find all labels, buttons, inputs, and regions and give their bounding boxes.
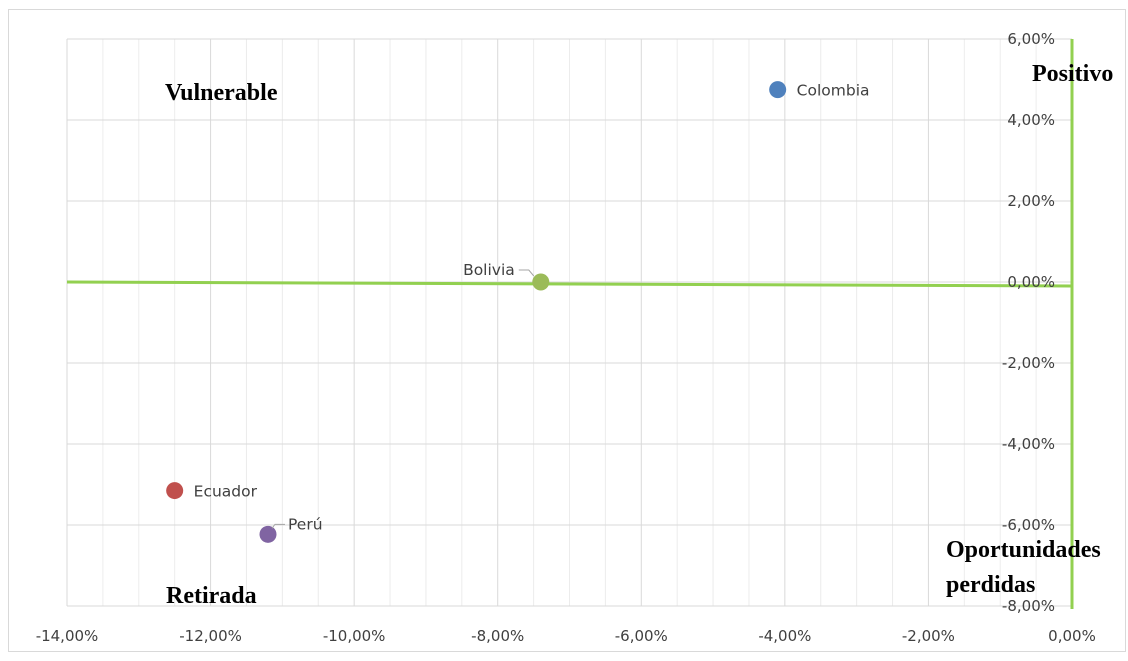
- annotation-oportunidades-line2: perdidas: [946, 572, 1035, 598]
- x-tick-label: -4,00%: [758, 627, 811, 645]
- x-tick-label: -2,00%: [902, 627, 955, 645]
- y-tick-label: -2,00%: [1002, 354, 1055, 372]
- point-label-colombia: Colombia: [797, 82, 870, 100]
- x-tick-label: -12,00%: [179, 627, 242, 645]
- x-tick-label: -6,00%: [615, 627, 668, 645]
- reference-line-horizontal: [66, 280, 1073, 288]
- leader-line-bolivia: [518, 269, 535, 277]
- point-bolivia: [532, 273, 550, 291]
- annotation-positivo: Positivo: [1032, 61, 1113, 87]
- point-label-ecuador: Ecuador: [194, 483, 258, 501]
- leader-line-peru: [271, 523, 285, 529]
- annotation-retirada: Retirada: [166, 583, 257, 609]
- y-tick-label: -6,00%: [1002, 516, 1055, 534]
- y-tick-label: 4,00%: [1007, 111, 1055, 129]
- data-points: Colombia Bolivia Ecuador Perú: [166, 81, 870, 543]
- y-tick-label: -4,00%: [1002, 435, 1055, 453]
- y-tick-label: 6,00%: [1007, 30, 1055, 48]
- point-colombia: [769, 81, 787, 99]
- x-tick-labels: -14,00% -12,00% -10,00% -8,00% -6,00% -4,00% -…: [36, 627, 1096, 645]
- chart-frame: [8, 9, 1126, 652]
- y-tick-label: 0,00%: [1007, 273, 1055, 291]
- annotation-vulnerable: Vulnerable: [165, 80, 278, 106]
- x-tick-label: -8,00%: [471, 627, 524, 645]
- point-label-bolivia: Bolivia: [463, 261, 515, 279]
- y-tick-label: -8,00%: [1002, 597, 1055, 615]
- annotation-oportunidades-line1: Oportunidades: [946, 537, 1101, 563]
- annotation-oportunidades-perdidas: Oportunidades perdidas: [946, 537, 1107, 598]
- reference-lines: [66, 39, 1074, 609]
- y-tick-labels: 6,00% 4,00% 2,00% 0,00% -2,00% -4,00% -6,00% -8…: [1002, 30, 1055, 615]
- x-tick-label: -14,00%: [36, 627, 99, 645]
- point-label-peru: Perú: [288, 515, 323, 533]
- y-tick-label: 2,00%: [1007, 192, 1055, 210]
- point-ecuador: [166, 482, 184, 500]
- x-tick-label: -10,00%: [323, 627, 386, 645]
- point-peru: [259, 525, 277, 543]
- x-tick-label: 0,00%: [1048, 627, 1096, 645]
- grid-lines: [66, 38, 1073, 607]
